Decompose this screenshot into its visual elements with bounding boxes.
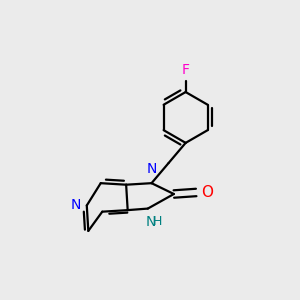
Text: N: N [70,199,81,212]
Text: N: N [146,215,156,230]
Text: N: N [146,162,157,176]
Text: F: F [182,64,190,77]
Text: H: H [153,215,162,228]
Text: O: O [201,185,213,200]
